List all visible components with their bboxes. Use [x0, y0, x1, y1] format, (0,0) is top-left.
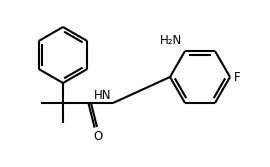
Text: F: F [234, 70, 241, 84]
Text: HN: HN [93, 89, 111, 102]
Text: O: O [93, 130, 103, 143]
Text: H₂N: H₂N [160, 34, 182, 47]
